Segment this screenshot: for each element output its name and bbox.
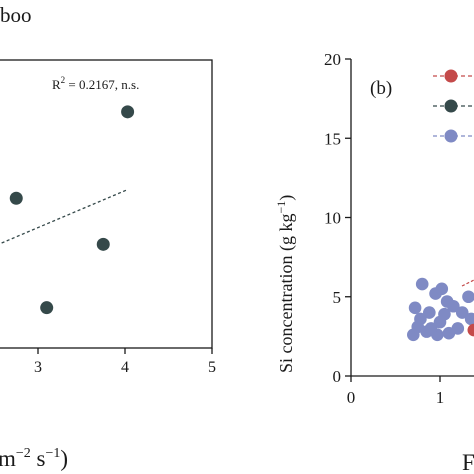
panel-b-ytick-label-2: 10 [324,209,341,228]
panel-a-title-fragment: boo [0,3,32,27]
panel-b-series-0-point-9 [435,282,449,296]
panel-b-xtick-label-1: 1 [436,388,445,407]
panel-a-point-2 [96,237,110,251]
panel-b-xlabel-fragment: F [462,450,474,474]
panel-b-series-0-point-5 [423,306,436,319]
panel-a: boo R2 = 0.2167, n.s. 3 4 5 m−2 s−1) [0,3,216,471]
panel-b-label: (b) [370,78,392,99]
panel-a-frame [0,59,213,349]
panel-b-series-1-point-0 [467,323,474,337]
panel-b-series-0-point-13 [451,322,465,335]
panel-b-series-0-point-10 [438,307,451,321]
panel-b-series-0-point-1 [408,301,422,315]
panel-a-point-3 [121,105,135,119]
panel-b-series-0-point-17 [424,322,438,335]
panel-b-trend-fragment [461,279,474,287]
panel-a-point-1 [40,301,54,315]
panel-b-legend-marker-0 [444,69,458,83]
panel-b-ytick-label-0: 0 [333,367,342,386]
panel-a-points [9,105,135,315]
panel-a-xticks: 3 4 5 [34,348,216,376]
panel-b-legend-marker-1 [444,99,458,113]
panel-a-xtick-label-1: 4 [121,359,129,376]
panel-b-series-0-point-18 [440,295,454,308]
panel-b-yticks: 0 5 10 15 20 [324,50,351,386]
panel-b-series-0-point-16 [464,312,474,326]
panel-a-xlabel: m−2 s−1) [0,446,68,471]
panel-b-series-0-point-15 [462,290,474,304]
panel-b-points [407,277,474,342]
panel-b-legend [433,69,474,143]
panel-a-xtick-label-2: 5 [208,359,216,376]
panel-b-series-0-point-3 [415,277,429,291]
panel-b-ytick-label-4: 20 [324,50,341,69]
panel-a-point-0 [9,191,23,205]
panel-b-ytick-label-1: 5 [333,288,342,307]
panel-b-series-0-point-19 [411,320,425,334]
panel-b-legend-marker-2 [444,129,458,143]
panel-b-series-0-point-14 [455,306,469,319]
panel-a-annotation: R2 = 0.2167, n.s. [52,75,139,92]
panel-b-ytick-label-3: 15 [324,129,341,148]
panel-b-ylabel: Si concentration (g kg−1) [274,195,297,373]
panel-b-xtick-label-0: 0 [347,388,356,407]
panel-a-trendline [0,189,128,245]
panel-a-xtick-label-0: 3 [34,359,42,376]
